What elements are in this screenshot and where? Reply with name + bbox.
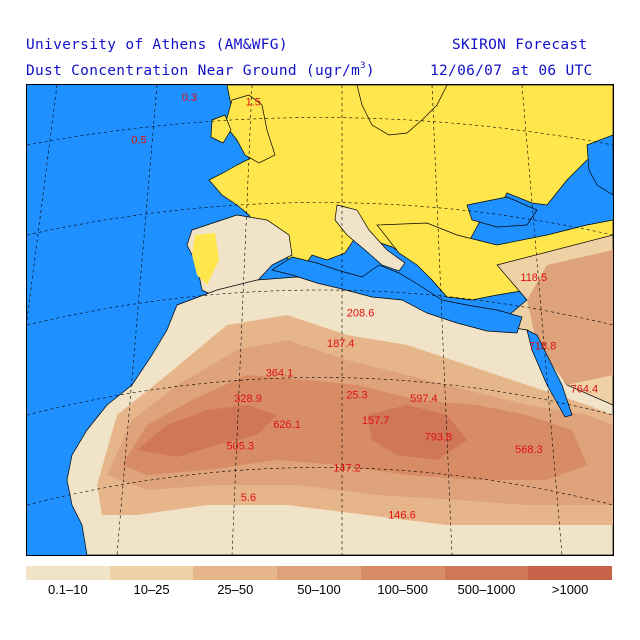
header-organization: University of Athens (AM&WFG) <box>26 37 288 53</box>
concentration-value: 626.1 <box>273 419 301 431</box>
legend-label: 50–100 <box>297 582 341 597</box>
sea-black <box>466 196 538 228</box>
land-scandinavia <box>356 85 448 136</box>
header-title: Dust Concentration Near Ground (ugr/m3) <box>26 61 375 79</box>
legend-swatch <box>193 566 278 580</box>
legend-swatch <box>444 566 529 580</box>
dust-100-500 <box>122 375 587 480</box>
legend-swatch <box>528 566 613 580</box>
title-text: Dust Concentration Near Ground (ugr/m <box>26 63 361 79</box>
concentration-value: 1.5 <box>246 97 261 109</box>
legend-label: 100–500 <box>377 582 429 597</box>
title-close: ) <box>365 63 375 79</box>
land-ireland <box>210 114 232 144</box>
concentration-value: 0.3 <box>182 92 197 104</box>
concentration-value: 157.7 <box>362 415 390 427</box>
sea-caspian <box>586 134 613 196</box>
land-italy <box>334 204 406 272</box>
dust-map: 0.31.50.5118.525.208.6718.8187.4364.1764… <box>26 84 614 556</box>
concentration-value: 146.6 <box>388 509 416 521</box>
dust-map-canvas: 0.31.50.5118.525.208.6718.8187.4364.1764… <box>27 85 613 555</box>
concentration-value: 328.9 <box>234 393 262 405</box>
concentration-value: 505.3 <box>227 440 255 452</box>
graticule <box>27 85 613 555</box>
legend-swatch <box>360 566 445 580</box>
concentration-value: 364.1 <box>266 368 294 380</box>
concentration-value: 597.4 <box>410 393 438 405</box>
sea-mediterranean <box>271 256 523 334</box>
concentration-value: 718.8 <box>529 341 557 353</box>
value-labels: 0.31.50.5118.525.208.6718.8187.4364.1764… <box>131 92 599 522</box>
legend-label: 0.1–10 <box>47 582 88 597</box>
concentration-value: 118.5 <box>520 272 547 284</box>
land-portugal <box>192 233 219 285</box>
concentration-value: 208.6 <box>347 308 375 320</box>
dust-arabia <box>527 250 613 385</box>
legend-bar <box>26 566 613 580</box>
sea-red <box>526 329 573 418</box>
concentration-value: 764.4 <box>571 383 599 395</box>
legend-label: 500–1000 <box>457 582 516 597</box>
concentration-value: 568.3 <box>515 444 543 456</box>
legend-label: 25–50 <box>217 582 254 597</box>
concentration-value: 25.3 <box>346 389 367 401</box>
title-unit-exponent: 3 <box>360 61 366 71</box>
legend-label: >1000 <box>551 582 589 597</box>
concentration-value: 793.8 <box>425 432 453 444</box>
concentration-value: 5.6 <box>241 492 256 504</box>
land-europe <box>208 85 613 271</box>
header-valid-time: 12/06/07 at 06 UTC <box>430 63 593 79</box>
dust-500-1000 <box>137 405 277 457</box>
concentration-value: 0.5 <box>131 134 146 146</box>
legend-label: 10–25 <box>133 582 170 597</box>
legend-swatch <box>277 566 361 580</box>
header-product: SKIRON Forecast <box>452 37 588 53</box>
dust-500-1000-east <box>367 405 467 460</box>
concentration-value: 147.2 <box>333 463 361 475</box>
legend-swatch <box>109 566 194 580</box>
legend-swatch <box>26 566 110 580</box>
concentration-value: 187.4 <box>327 338 355 350</box>
